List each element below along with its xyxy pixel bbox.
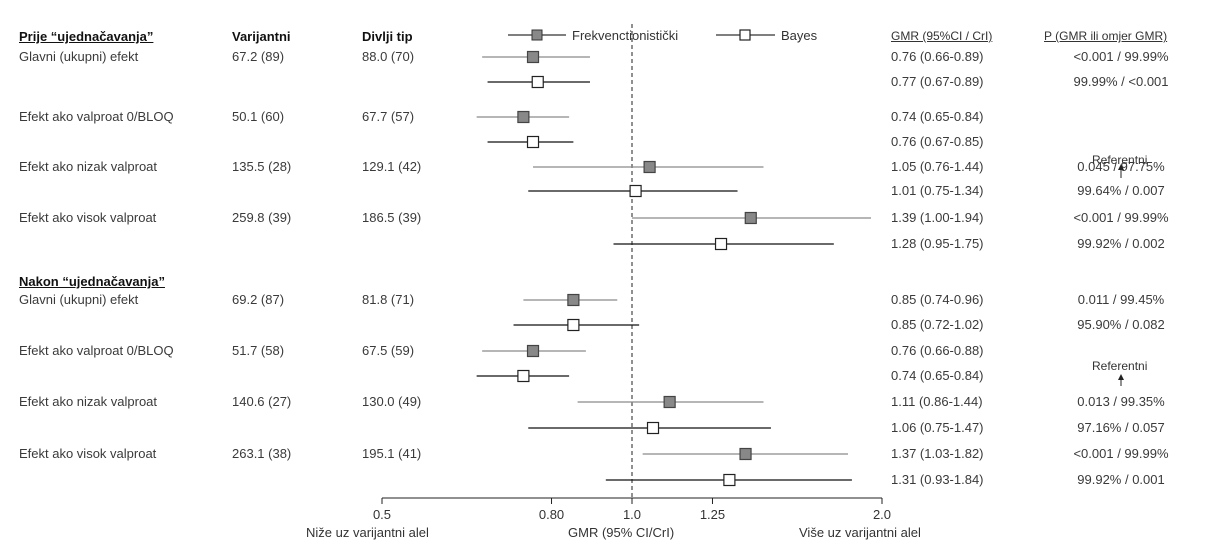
point-frequentist bbox=[567, 293, 580, 307]
point-frequentist bbox=[643, 160, 656, 174]
row-gmr-value: 0.85 (0.74-0.96) bbox=[891, 292, 984, 307]
row-label: Efekt ako nizak valproat bbox=[19, 159, 158, 174]
point-bayes bbox=[531, 75, 544, 89]
point-bayes bbox=[629, 184, 642, 198]
row-gmr-value: 1.37 (1.03-1.82) bbox=[891, 446, 984, 461]
row-p-value: 99.92% / 0.002 bbox=[1077, 236, 1165, 251]
row-variant-value: 69.2 (87) bbox=[232, 292, 285, 307]
row-variant-value: 135.5 (28) bbox=[232, 159, 292, 174]
row-gmr-value: 1.39 (1.00-1.94) bbox=[891, 210, 984, 225]
row-label: Glavni (ukupni) efekt bbox=[19, 292, 139, 307]
point-bayes bbox=[567, 318, 580, 332]
row-gmr-value: 0.76 (0.66-0.89) bbox=[891, 49, 984, 64]
reference-arrow-head-0 bbox=[1118, 164, 1124, 170]
row-wild-value: 81.8 (71) bbox=[362, 292, 415, 307]
column-header-gmr: GMR (95%CI / CrI) bbox=[891, 29, 993, 43]
row-wild-value: 195.1 (41) bbox=[362, 446, 422, 461]
row-p-value: 0.011 / 99.45% bbox=[1077, 292, 1165, 307]
point-frequentist bbox=[739, 447, 752, 461]
legend-marker-bayes bbox=[739, 29, 751, 41]
row-variant-value: 51.7 (58) bbox=[232, 343, 285, 358]
row-label: Efekt ako valproat 0/BLOQ bbox=[19, 343, 174, 358]
point-bayes bbox=[517, 369, 530, 383]
column-header-p: P (GMR ili omjer GMR) bbox=[1044, 29, 1168, 43]
axis-label-center: GMR (95% CI/CrI) bbox=[568, 525, 675, 540]
point-frequentist bbox=[526, 50, 540, 64]
reference-label-after: Referentni bbox=[1092, 359, 1148, 373]
row-variant-value: 50.1 (60) bbox=[232, 109, 285, 124]
row-gmr-value: 0.76 (0.67-0.85) bbox=[891, 134, 984, 149]
row-variant-value: 259.8 (39) bbox=[232, 210, 292, 225]
point-frequentist bbox=[744, 211, 757, 225]
x-axis-tick-label: 0.5 bbox=[373, 507, 391, 522]
row-label: Glavni (ukupni) efekt bbox=[19, 49, 139, 64]
row-gmr-value: 1.31 (0.93-1.84) bbox=[891, 472, 984, 487]
row-gmr-value: 1.01 (0.75-1.34) bbox=[891, 183, 984, 198]
x-axis-tick-label: 2.0 bbox=[873, 507, 891, 522]
row-p-value: 99.64% / 0.007 bbox=[1077, 183, 1165, 198]
section-title-after: Nakon “ujednačavanja” bbox=[19, 274, 165, 289]
point-bayes bbox=[526, 135, 540, 149]
column-header-wild: Divlji tip bbox=[362, 29, 413, 44]
row-label: Efekt ako visok valproat bbox=[19, 446, 157, 461]
point-frequentist bbox=[663, 395, 676, 409]
legend-marker-frequentist bbox=[531, 29, 543, 41]
row-label: Efekt ako visok valproat bbox=[19, 210, 157, 225]
point-bayes bbox=[714, 237, 728, 251]
row-gmr-value: 0.77 (0.67-0.89) bbox=[891, 74, 984, 89]
row-gmr-value: 0.76 (0.66-0.88) bbox=[891, 343, 984, 358]
row-p-value: 0.013 / 99.35% bbox=[1077, 394, 1165, 409]
legend-label-bayes: Bayes bbox=[781, 28, 818, 43]
row-p-value: <0.001 / 99.99% bbox=[1073, 210, 1169, 225]
point-frequentist bbox=[526, 344, 540, 358]
point-frequentist bbox=[517, 110, 530, 124]
row-gmr-value: 1.06 (0.75-1.47) bbox=[891, 420, 984, 435]
row-gmr-value: 0.74 (0.65-0.84) bbox=[891, 368, 984, 383]
point-bayes bbox=[646, 421, 660, 435]
row-gmr-value: 0.74 (0.65-0.84) bbox=[891, 109, 984, 124]
reference-arrow-head-1 bbox=[1118, 374, 1124, 380]
row-wild-value: 67.7 (57) bbox=[362, 109, 415, 124]
row-wild-value: 186.5 (39) bbox=[362, 210, 422, 225]
row-wild-value: 67.5 (59) bbox=[362, 343, 415, 358]
row-p-value: <0.001 / 99.99% bbox=[1073, 446, 1169, 461]
row-gmr-value: 1.05 (0.76-1.44) bbox=[891, 159, 984, 174]
row-label: Efekt ako valproat 0/BLOQ bbox=[19, 109, 174, 124]
row-label: Efekt ako nizak valproat bbox=[19, 394, 158, 409]
axis-label-left: Niže uz varijantni alel bbox=[306, 525, 429, 540]
row-variant-value: 140.6 (27) bbox=[232, 394, 292, 409]
row-p-value: 99.92% / 0.001 bbox=[1077, 472, 1165, 487]
row-gmr-value: 1.28 (0.95-1.75) bbox=[891, 236, 984, 251]
row-wild-value: 129.1 (42) bbox=[362, 159, 422, 174]
row-wild-value: 130.0 (49) bbox=[362, 394, 422, 409]
row-gmr-value: 0.85 (0.72-1.02) bbox=[891, 317, 984, 332]
axis-label-right: Više uz varijantni alel bbox=[799, 525, 921, 540]
row-variant-value: 263.1 (38) bbox=[232, 446, 292, 461]
legend-label-frequentist: Frekvenctionistički bbox=[572, 28, 679, 43]
reference-label-before: Referentni bbox=[1092, 153, 1148, 167]
point-bayes bbox=[723, 473, 736, 487]
row-variant-value: 67.2 (89) bbox=[232, 49, 285, 64]
row-p-value: <0.001 / 99.99% bbox=[1073, 49, 1169, 64]
row-p-value: 95.90% / 0.082 bbox=[1077, 317, 1165, 332]
x-axis-tick-label: 1.0 bbox=[623, 507, 641, 522]
column-header-variant: Varijantni bbox=[232, 29, 291, 44]
x-axis-tick-label: 0.80 bbox=[539, 507, 564, 522]
row-wild-value: 88.0 (70) bbox=[362, 49, 415, 64]
row-p-value: 99.99% / <0.001 bbox=[1073, 74, 1169, 89]
section-title-before: Prije “ujednačavanja” bbox=[19, 29, 154, 44]
row-gmr-value: 1.11 (0.86-1.44) bbox=[891, 394, 983, 409]
x-axis-tick-label: 1.25 bbox=[700, 507, 725, 522]
row-p-value: 97.16% / 0.057 bbox=[1077, 420, 1165, 435]
